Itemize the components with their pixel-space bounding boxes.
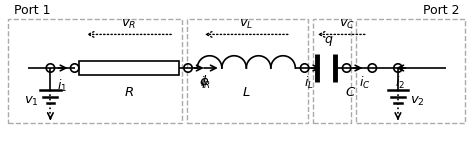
Text: $L$: $L$ xyxy=(242,86,251,99)
Text: $i_L$: $i_L$ xyxy=(304,75,314,91)
Text: $v_R$: $v_R$ xyxy=(121,18,137,31)
Text: $i_C$: $i_C$ xyxy=(359,75,370,91)
Text: $v_C$: $v_C$ xyxy=(339,18,355,31)
Text: $i_1$: $i_1$ xyxy=(57,78,68,94)
Text: $C$: $C$ xyxy=(345,86,356,99)
Text: $R$: $R$ xyxy=(124,86,134,99)
Bar xyxy=(79,61,179,75)
Text: $q$: $q$ xyxy=(324,34,333,48)
Text: $v_L$: $v_L$ xyxy=(239,18,254,31)
Text: Port 2: Port 2 xyxy=(423,4,460,17)
Text: $v_1$: $v_1$ xyxy=(24,95,39,108)
Text: $i_R$: $i_R$ xyxy=(201,75,211,91)
Text: $i_2$: $i_2$ xyxy=(395,75,405,91)
Text: Port 1: Port 1 xyxy=(14,4,51,17)
Text: $v_2$: $v_2$ xyxy=(410,95,425,108)
Text: $\phi$: $\phi$ xyxy=(199,74,210,91)
